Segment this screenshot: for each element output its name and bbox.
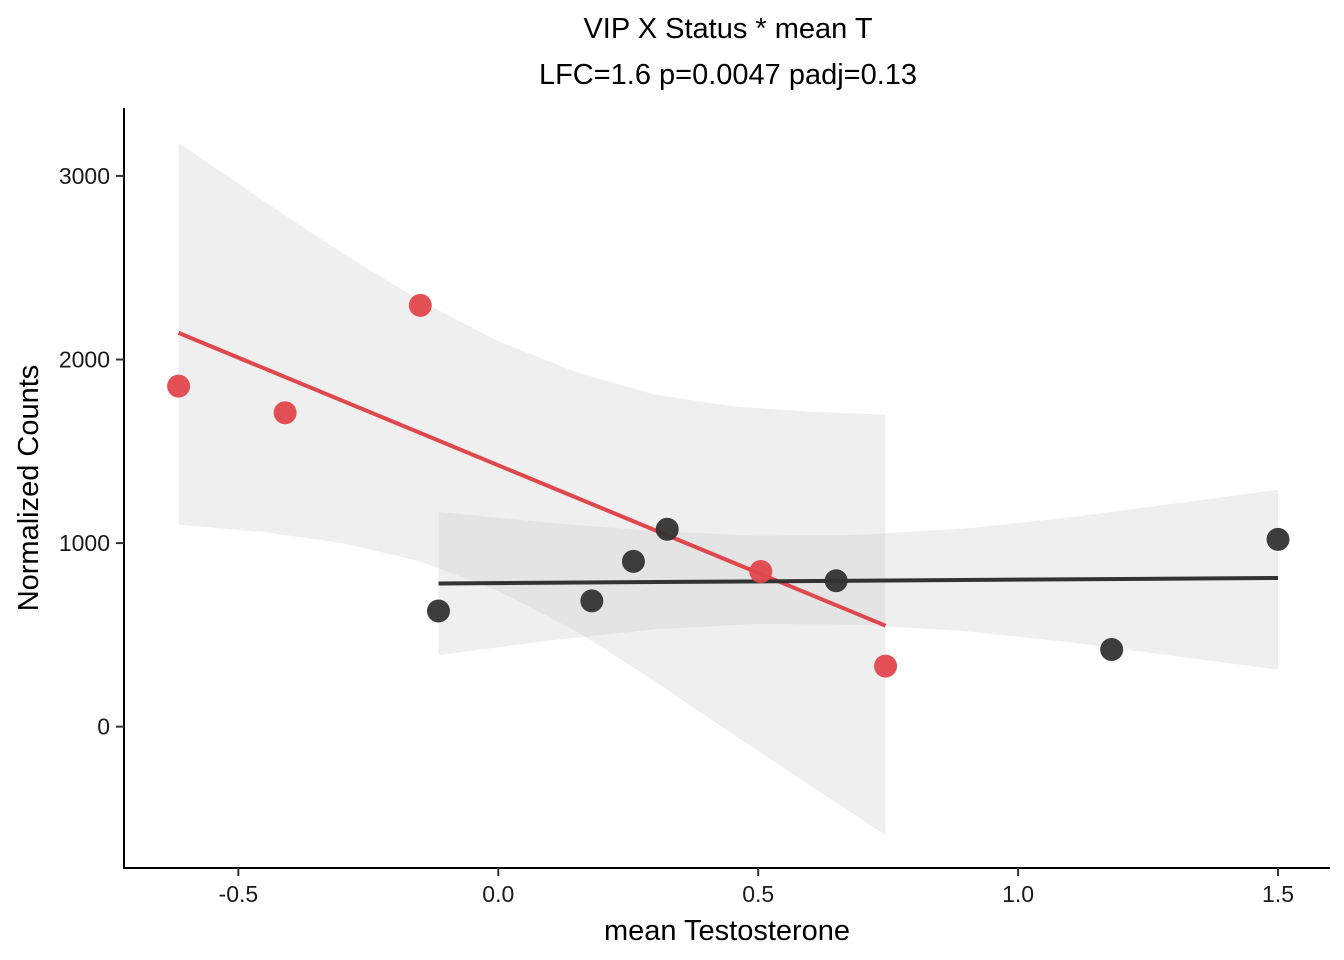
data-point-2-6: [1100, 638, 1124, 662]
y-tick-label: 2000: [59, 346, 110, 372]
data-point-1-3: [408, 293, 432, 317]
x-tick-label: 1.0: [1002, 881, 1034, 907]
data-point-2-5: [824, 569, 848, 593]
data-point-2-7: [1266, 527, 1290, 551]
data-point-1-5: [874, 654, 898, 678]
y-tick-label: 3000: [59, 163, 110, 189]
plot-area: [167, 142, 1290, 835]
chart-title: VIP X Status * mean T: [583, 13, 872, 45]
x-tick-label: 0.5: [742, 881, 774, 907]
x-axis-title: mean Testosterone: [604, 915, 850, 947]
regression-line-2: [438, 575, 1279, 586]
y-tick-label: 1000: [59, 530, 110, 556]
x-tick-label: 0.0: [482, 881, 514, 907]
data-point-2-4: [655, 517, 679, 541]
data-point-1-1: [167, 374, 191, 398]
chart-subtitle: LFC=1.6 p=0.0047 padj=0.13: [539, 59, 917, 91]
y-tick-label: 0: [97, 714, 110, 740]
data-point-1-2: [273, 401, 297, 425]
x-tick-label: -0.5: [219, 881, 259, 907]
data-point-2-3: [621, 549, 645, 573]
axis-ticks: -0.5 0.0 0.5 1.0 1.5 0 1000 2000 3000: [59, 163, 1294, 907]
data-point-1-4: [749, 560, 773, 584]
data-point-2-1: [426, 599, 450, 623]
data-point-2-2: [580, 589, 604, 613]
confidence-band-1: [178, 142, 886, 835]
y-axis-title: Normalized Counts: [13, 365, 45, 612]
x-tick-label: 1.5: [1262, 881, 1294, 907]
